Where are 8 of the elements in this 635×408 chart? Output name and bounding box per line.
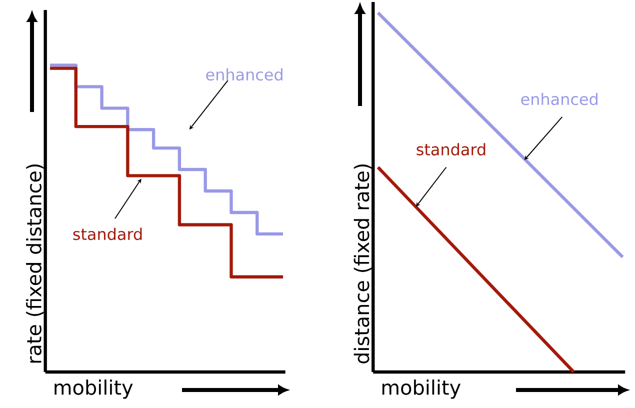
- text: enhanced: [521, 92, 598, 106]
- text: standard: [73, 228, 142, 240]
- x-axis-title: mobility: [54, 380, 133, 399]
- y-axis-title: rate (fixed distance): [26, 164, 44, 363]
- text: standard: [416, 143, 486, 156]
- y-axis-title: distance (fixed rate): [354, 164, 372, 364]
- text: enhanced: [206, 68, 282, 81]
- x-axis-title: mobility: [382, 380, 461, 399]
